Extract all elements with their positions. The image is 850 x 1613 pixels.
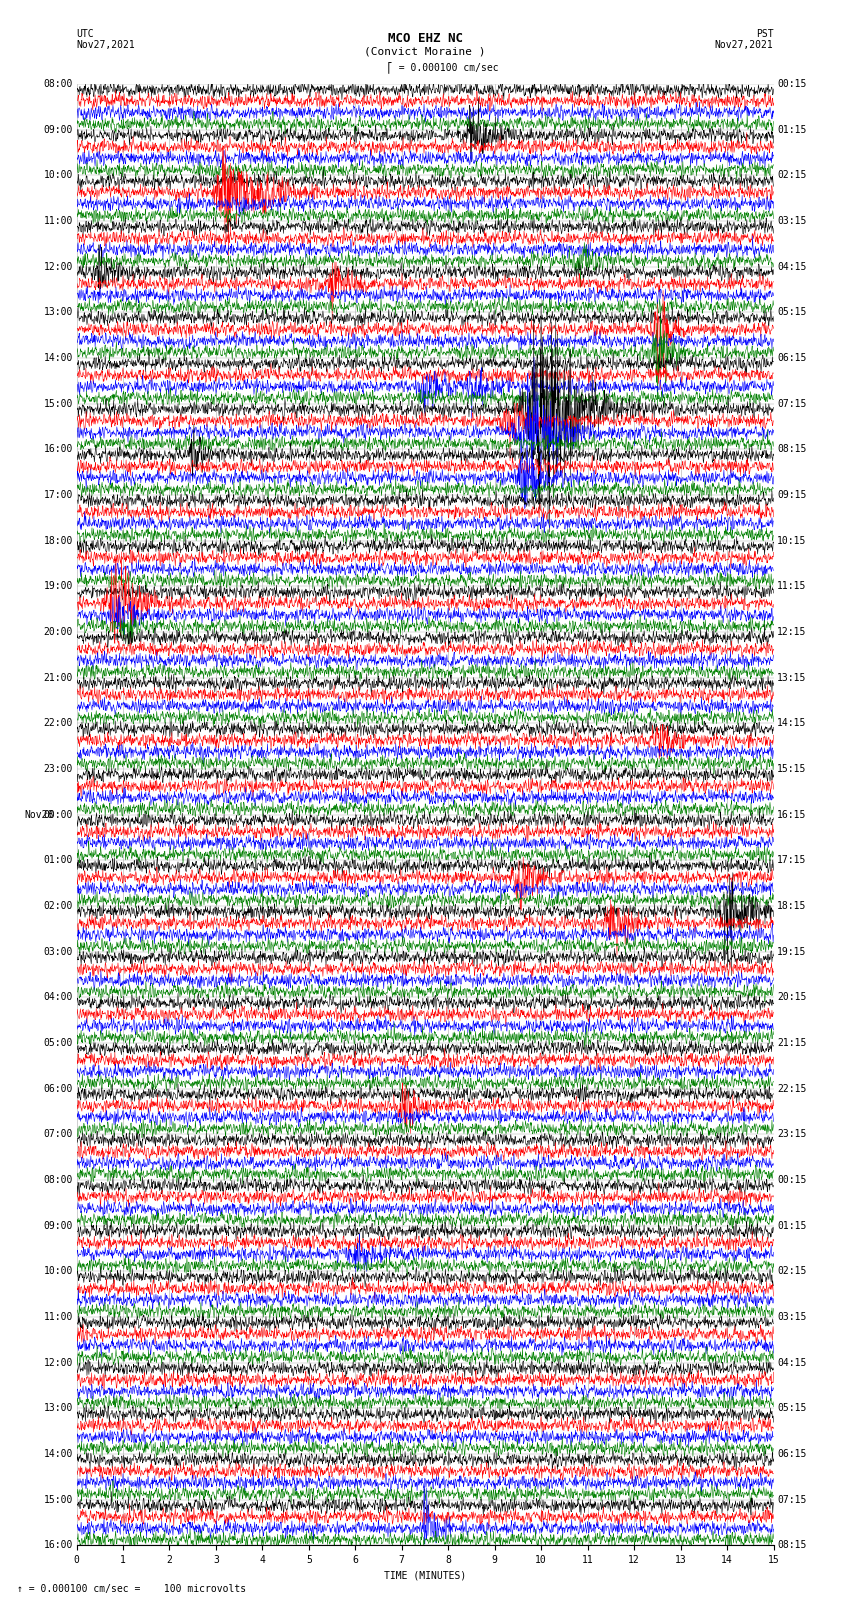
Text: 22:15: 22:15 (777, 1084, 807, 1094)
Text: 11:00: 11:00 (43, 1311, 73, 1323)
Text: 05:15: 05:15 (777, 306, 807, 318)
Text: 10:15: 10:15 (777, 536, 807, 545)
Text: 02:00: 02:00 (43, 902, 73, 911)
Text: 08:00: 08:00 (43, 79, 73, 89)
Text: 18:15: 18:15 (777, 902, 807, 911)
Text: Nov27,2021: Nov27,2021 (715, 40, 774, 50)
Text: ↑ = 0.000100 cm/sec =    100 microvolts: ↑ = 0.000100 cm/sec = 100 microvolts (17, 1584, 246, 1594)
Text: 16:00: 16:00 (43, 444, 73, 455)
Text: 14:00: 14:00 (43, 353, 73, 363)
Text: UTC: UTC (76, 29, 94, 39)
Text: 02:15: 02:15 (777, 1266, 807, 1276)
Text: 05:00: 05:00 (43, 1037, 73, 1048)
Text: 10:00: 10:00 (43, 1266, 73, 1276)
Text: 08:15: 08:15 (777, 444, 807, 455)
Text: 17:00: 17:00 (43, 490, 73, 500)
Text: 23:15: 23:15 (777, 1129, 807, 1139)
Text: 06:00: 06:00 (43, 1084, 73, 1094)
Text: 11:15: 11:15 (777, 581, 807, 592)
Text: 02:15: 02:15 (777, 171, 807, 181)
Text: ⎡ = 0.000100 cm/sec: ⎡ = 0.000100 cm/sec (387, 61, 498, 73)
Text: 00:00: 00:00 (43, 810, 73, 819)
Text: 03:15: 03:15 (777, 216, 807, 226)
Text: 18:00: 18:00 (43, 536, 73, 545)
Text: 04:00: 04:00 (43, 992, 73, 1002)
Text: 01:00: 01:00 (43, 855, 73, 865)
Text: 21:15: 21:15 (777, 1037, 807, 1048)
Text: 23:00: 23:00 (43, 765, 73, 774)
Text: 15:00: 15:00 (43, 1495, 73, 1505)
Text: 08:00: 08:00 (43, 1174, 73, 1186)
Text: 16:00: 16:00 (43, 1540, 73, 1550)
Text: 06:15: 06:15 (777, 353, 807, 363)
Text: 20:00: 20:00 (43, 627, 73, 637)
Text: 19:15: 19:15 (777, 947, 807, 957)
X-axis label: TIME (MINUTES): TIME (MINUTES) (384, 1571, 466, 1581)
Text: 12:00: 12:00 (43, 261, 73, 271)
Text: 21:00: 21:00 (43, 673, 73, 682)
Text: 01:15: 01:15 (777, 1221, 807, 1231)
Text: 13:15: 13:15 (777, 673, 807, 682)
Text: 14:00: 14:00 (43, 1448, 73, 1458)
Text: 07:15: 07:15 (777, 398, 807, 408)
Text: 10:00: 10:00 (43, 171, 73, 181)
Text: 16:15: 16:15 (777, 810, 807, 819)
Text: 04:15: 04:15 (777, 261, 807, 271)
Text: 12:15: 12:15 (777, 627, 807, 637)
Text: 05:15: 05:15 (777, 1403, 807, 1413)
Text: 07:00: 07:00 (43, 1129, 73, 1139)
Text: PST: PST (756, 29, 774, 39)
Text: 04:15: 04:15 (777, 1358, 807, 1368)
Text: 11:00: 11:00 (43, 216, 73, 226)
Text: 00:15: 00:15 (777, 1174, 807, 1186)
Text: 01:15: 01:15 (777, 124, 807, 134)
Text: 12:00: 12:00 (43, 1358, 73, 1368)
Text: 00:15: 00:15 (777, 79, 807, 89)
Text: 20:15: 20:15 (777, 992, 807, 1002)
Text: 09:00: 09:00 (43, 1221, 73, 1231)
Text: 19:00: 19:00 (43, 581, 73, 592)
Text: 13:00: 13:00 (43, 306, 73, 318)
Text: 15:00: 15:00 (43, 398, 73, 408)
Text: (Convict Moraine ): (Convict Moraine ) (365, 47, 485, 56)
Text: Nov28: Nov28 (24, 810, 54, 819)
Text: 09:15: 09:15 (777, 490, 807, 500)
Text: 03:00: 03:00 (43, 947, 73, 957)
Text: 06:15: 06:15 (777, 1448, 807, 1458)
Text: 07:15: 07:15 (777, 1495, 807, 1505)
Text: 13:00: 13:00 (43, 1403, 73, 1413)
Text: 15:15: 15:15 (777, 765, 807, 774)
Text: MCO EHZ NC: MCO EHZ NC (388, 32, 462, 45)
Text: 17:15: 17:15 (777, 855, 807, 865)
Text: 09:00: 09:00 (43, 124, 73, 134)
Text: 08:15: 08:15 (777, 1540, 807, 1550)
Text: Nov27,2021: Nov27,2021 (76, 40, 135, 50)
Text: 22:00: 22:00 (43, 718, 73, 727)
Text: 14:15: 14:15 (777, 718, 807, 727)
Text: 03:15: 03:15 (777, 1311, 807, 1323)
